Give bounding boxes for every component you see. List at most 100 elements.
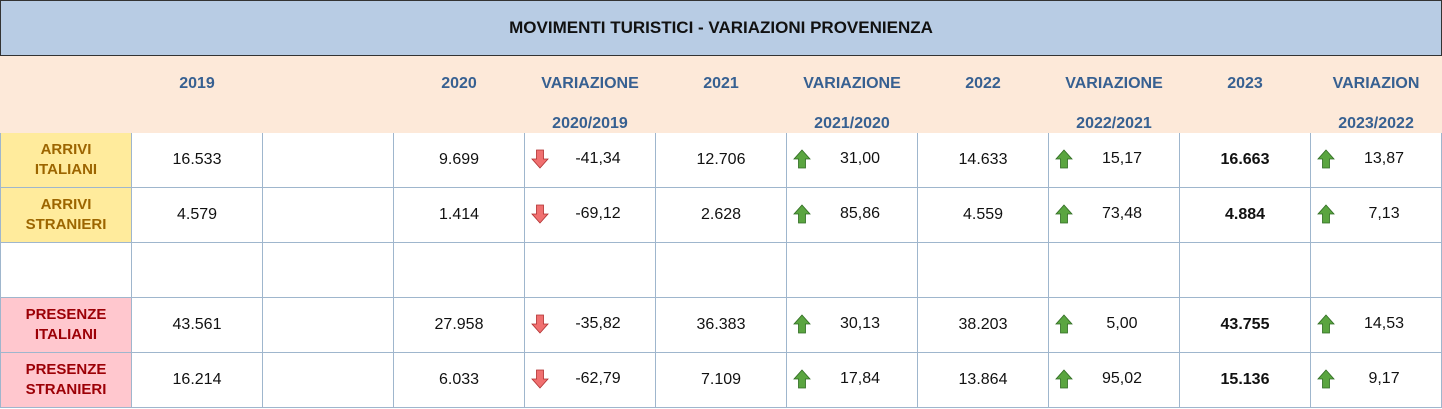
variation-value: 17,84 bbox=[839, 370, 881, 387]
arrow-up bbox=[793, 149, 811, 169]
cell: 14.633 bbox=[917, 132, 1049, 188]
header-bottom: 2023/2022 bbox=[1338, 115, 1414, 132]
arrow-up bbox=[1317, 314, 1335, 334]
cell: 95,02 bbox=[1048, 352, 1180, 408]
cell bbox=[1179, 242, 1311, 298]
cell: 2.628 bbox=[655, 187, 787, 243]
arrow-up bbox=[793, 204, 811, 224]
arrow-up bbox=[1317, 204, 1335, 224]
cell bbox=[655, 242, 787, 298]
variation-value: 7,13 bbox=[1368, 205, 1400, 222]
cell: -69,12 bbox=[524, 187, 656, 243]
variation-value: -41,34 bbox=[575, 150, 621, 167]
cell: 15,17 bbox=[1048, 132, 1180, 188]
data-row bbox=[0, 242, 1442, 298]
row-label-line: ARRIVI bbox=[40, 141, 92, 158]
arrow-down bbox=[531, 204, 549, 224]
variation-value: -69,12 bbox=[575, 205, 621, 222]
cell bbox=[131, 242, 263, 298]
header-top: VARIAZIONE bbox=[1065, 75, 1163, 92]
cell: 13,87 bbox=[1309, 132, 1442, 188]
cell: -41,34 bbox=[524, 132, 656, 188]
cell: 16.663 bbox=[1179, 132, 1311, 188]
cell: 13.864 bbox=[917, 352, 1049, 408]
header-cell: 2020 bbox=[393, 55, 525, 133]
header-bottom: 2022/2021 bbox=[1076, 115, 1152, 132]
variation-value: 5,00 bbox=[1106, 315, 1138, 332]
cell: 36.383 bbox=[655, 297, 787, 353]
cell bbox=[524, 242, 656, 298]
cell bbox=[262, 187, 394, 243]
header-cell: VARIAZIONE 2020/2019 bbox=[524, 55, 656, 133]
row-label-line: STRANIERI bbox=[25, 381, 107, 398]
cell: 9.699 bbox=[393, 132, 525, 188]
header-top: VARIAZION bbox=[1332, 75, 1420, 92]
cell: 6.033 bbox=[393, 352, 525, 408]
arrow-up bbox=[1317, 369, 1335, 389]
header-cell: 2019 bbox=[131, 55, 263, 133]
variation-value: 95,02 bbox=[1101, 370, 1143, 387]
cell: 43.755 bbox=[1179, 297, 1311, 353]
row-label-line: STRANIERI bbox=[25, 216, 107, 233]
variation-value: 73,48 bbox=[1101, 205, 1143, 222]
arrow-up bbox=[1055, 314, 1073, 334]
row-label-line: PRESENZE bbox=[25, 306, 107, 323]
cell: 4.884 bbox=[1179, 187, 1311, 243]
row-label: ARRIVI STRANIERI bbox=[0, 187, 132, 243]
arrow-up bbox=[1055, 369, 1073, 389]
variation-value: 13,87 bbox=[1364, 150, 1405, 167]
arrow-up bbox=[1317, 149, 1335, 169]
arrow-up bbox=[793, 314, 811, 334]
header-top: 2021 bbox=[703, 75, 739, 92]
arrow-up bbox=[793, 369, 811, 389]
row-label-line: PRESENZE bbox=[25, 361, 107, 378]
header-top: 2020 bbox=[441, 75, 477, 92]
cell bbox=[262, 242, 394, 298]
cell: 12.706 bbox=[655, 132, 787, 188]
variation-value: 31,00 bbox=[839, 150, 881, 167]
variation-value: -35,82 bbox=[575, 315, 621, 332]
cell: 1.414 bbox=[393, 187, 525, 243]
variation-value: -62,79 bbox=[575, 370, 621, 387]
row-label-line: ITALIANI bbox=[34, 326, 98, 343]
cell: 38.203 bbox=[917, 297, 1049, 353]
header-cell: 2021 bbox=[655, 55, 787, 133]
header-cell bbox=[0, 55, 132, 133]
data-row: ARRIVI ITALIANI 16.533 9.699 -41,34 12.706 31,… bbox=[0, 132, 1442, 188]
cell: 14,53 bbox=[1309, 297, 1442, 353]
arrow-up bbox=[1055, 204, 1073, 224]
cell: 43.561 bbox=[131, 297, 263, 353]
cell: 4.579 bbox=[131, 187, 263, 243]
header-top: 2023 bbox=[1227, 75, 1263, 92]
row-label bbox=[0, 242, 132, 298]
cell: 5,00 bbox=[1048, 297, 1180, 353]
row-label: PRESENZE STRANIERI bbox=[0, 352, 132, 408]
cell: 73,48 bbox=[1048, 187, 1180, 243]
header-cell: VARIAZIONE 2021/2020 bbox=[786, 55, 918, 133]
header-top: VARIAZIONE bbox=[803, 75, 901, 92]
arrow-down bbox=[531, 369, 549, 389]
cell: 17,84 bbox=[786, 352, 918, 408]
cell bbox=[1309, 242, 1442, 298]
header-cell: VARIAZION 2023/2022 bbox=[1309, 55, 1442, 133]
cell bbox=[262, 352, 394, 408]
cell bbox=[262, 132, 394, 188]
data-row: PRESENZE ITALIANI 43.561 27.958 -35,82 36.383… bbox=[0, 297, 1442, 353]
variation-value: 15,17 bbox=[1101, 150, 1143, 167]
variation-value: 85,86 bbox=[839, 205, 881, 222]
cell bbox=[262, 297, 394, 353]
variation-value: 14,53 bbox=[1364, 315, 1405, 332]
header-row: 2019 2020 VARIAZIONE 2020/2019 2021 VARIAZION… bbox=[0, 55, 1442, 133]
row-label-line: ITALIANI bbox=[34, 161, 98, 178]
cell: 30,13 bbox=[786, 297, 918, 353]
header-top: 2022 bbox=[965, 75, 1001, 92]
row-label: ARRIVI ITALIANI bbox=[0, 132, 132, 188]
cell: 15.136 bbox=[1179, 352, 1311, 408]
cell: 16.533 bbox=[131, 132, 263, 188]
cell bbox=[786, 242, 918, 298]
cell: 31,00 bbox=[786, 132, 918, 188]
cell: -35,82 bbox=[524, 297, 656, 353]
arrow-down bbox=[531, 149, 549, 169]
